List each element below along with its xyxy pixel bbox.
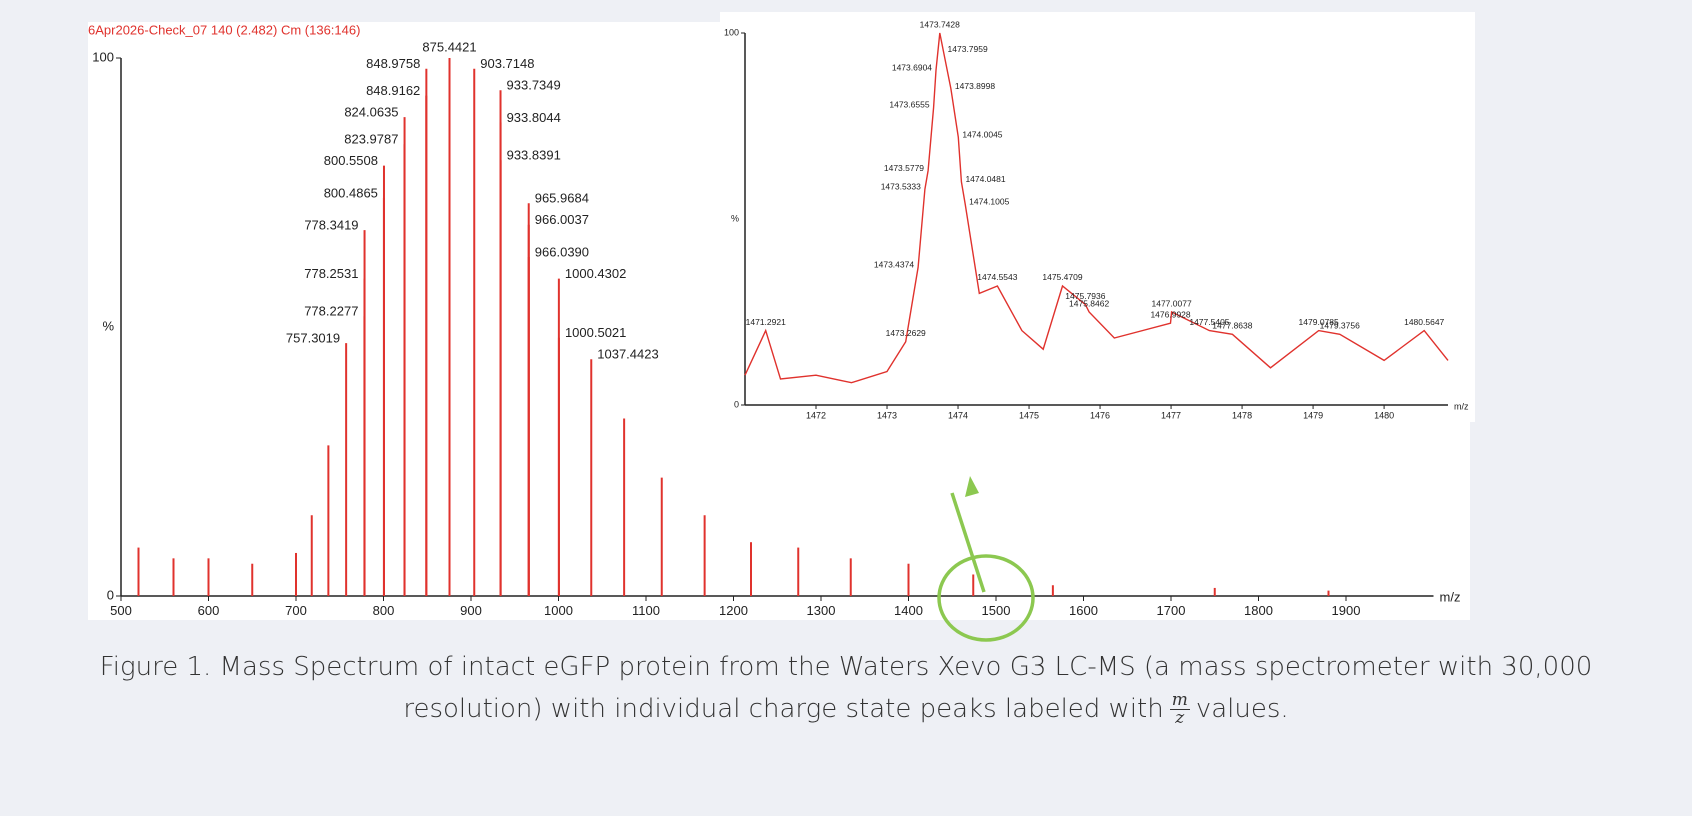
x-axis-label: m/z: [1440, 589, 1461, 604]
peak-label: 824.0635: [344, 105, 398, 120]
peak-label: 1477.5405: [1189, 317, 1229, 327]
inset-chart: 0 100% 1472 1473 1474 1475 1476 1477 1478 1479 148…: [724, 19, 1469, 420]
x-tick-label: 900: [460, 603, 482, 618]
peak-label: 1473.6904: [892, 62, 932, 72]
peak-label: 1477.0077: [1152, 298, 1192, 308]
peak-label: 1473.5779: [884, 163, 924, 173]
arrow-shaft: [950, 492, 986, 593]
peak-label: 1473.7959: [948, 44, 988, 54]
y-axis-label: %: [102, 318, 114, 333]
x-tick-label: 1300: [807, 603, 836, 618]
denominator: z: [1175, 708, 1185, 728]
x-tick-label: 1472: [806, 411, 826, 421]
main-chart: 6Apr2026-Check_07 140 (2.482) Cm (136:14…: [88, 22, 1460, 617]
peak-label: 1000.4302: [565, 266, 626, 281]
x-tick-label: 1800: [1244, 603, 1273, 618]
peak-label: 1000.5021: [565, 325, 626, 340]
x-tick-label: 1700: [1157, 603, 1186, 618]
peak-label: 966.0037: [535, 212, 589, 227]
peak-label: 1473.8998: [955, 81, 995, 91]
peak-label: 1474.1005: [969, 196, 1009, 206]
peak-label: 1473.4374: [874, 260, 914, 270]
peak-label: 933.7349: [507, 78, 561, 93]
peak-label: 800.4865: [324, 185, 378, 200]
peak-label: 1477.8638: [1212, 321, 1252, 331]
peak-label: 757.3019: [286, 331, 340, 346]
x-tick-label: 500: [110, 603, 132, 618]
peak-label: 778.2277: [304, 304, 358, 319]
x-tick-label: 1478: [1232, 411, 1252, 421]
chart-title: 6Apr2026-Check_07 140 (2.482) Cm (136:14…: [88, 22, 360, 37]
peak-label: 848.9758: [366, 56, 420, 71]
x-tick-label: 1479: [1303, 411, 1323, 421]
x-tick-label: 1474: [948, 411, 968, 421]
caption-line-2: resolution) with individual charge state…: [0, 692, 1692, 727]
peak-label: 933.8391: [507, 148, 561, 163]
peak-label: 778.2531: [304, 266, 358, 281]
peak-label: 1473.7428: [920, 19, 960, 29]
peak-label: 965.9684: [535, 191, 589, 206]
peak-label: 933.8044: [507, 110, 561, 125]
peak-label: 1479.0785: [1299, 317, 1339, 327]
x-tick-label: 1400: [894, 603, 923, 618]
profile-line: [744, 32, 1449, 384]
peak-label: 1473.5333: [881, 181, 921, 191]
x-tick-label: 1600: [1069, 603, 1098, 618]
peak-label: 1474.0481: [965, 174, 1005, 184]
arrow-head: [965, 476, 979, 497]
x-tick-label: 1000: [544, 603, 573, 618]
highlight-circle: [937, 554, 1035, 642]
peak-label: 903.7148: [480, 56, 534, 71]
x-tick-label: 1476: [1090, 411, 1110, 421]
x-tick-label: 600: [198, 603, 220, 618]
peak-label: 778.3419: [304, 218, 358, 233]
peak-label: 1475.4709: [1042, 272, 1082, 282]
peak-label: 1473.2629: [886, 328, 926, 338]
caption-text: resolution) with individual charge state…: [403, 694, 1164, 724]
x-axis-label: m/z: [1454, 401, 1469, 411]
peak-label: 1037.4423: [597, 347, 658, 362]
peak-label: 800.5508: [324, 153, 378, 168]
peak-label: 1471.2921: [746, 317, 786, 327]
y-tick-label: 100: [724, 27, 739, 37]
x-tick-label: 1477: [1161, 411, 1181, 421]
numerator: m: [1169, 690, 1190, 710]
peak-label: 848.9162: [366, 83, 420, 98]
x-tick-label: 1500: [982, 603, 1011, 618]
y-tick-label: 100: [92, 49, 114, 64]
x-tick-label: 1900: [1332, 603, 1361, 618]
peak-label: 1480.5647: [1404, 317, 1444, 327]
x-tick-label: 700: [285, 603, 307, 618]
peak-label: 823.9787: [344, 132, 398, 147]
peak-label: 1479.3756: [1320, 321, 1360, 331]
peak-label: 1474.0045: [962, 129, 1002, 139]
peak-label: 1476.9928: [1150, 309, 1190, 319]
caption-text: values.: [1195, 694, 1289, 724]
x-tick-label: 1475: [1019, 411, 1039, 421]
peak-label: 1475.7936: [1065, 291, 1105, 301]
peak-label: 1474.5543: [977, 272, 1017, 282]
peak-label: 875.4421: [422, 39, 476, 54]
x-tick-label: 1200: [719, 603, 748, 618]
peak-label: 966.0390: [535, 244, 589, 259]
x-tick-label: 1100: [632, 603, 660, 618]
x-tick-label: 800: [373, 603, 395, 618]
x-tick-label: 1480: [1374, 411, 1394, 421]
inset-panel: [720, 12, 1475, 422]
y-tick-label: 0: [107, 587, 114, 602]
peak-label: 1473.6555: [889, 100, 929, 110]
x-tick-label: 1473: [877, 411, 897, 421]
y-axis-label: %: [731, 213, 739, 223]
y-tick-label: 0: [734, 399, 739, 409]
caption-line-1: Figure 1. Mass Spectrum of intact eGFP p…: [99, 652, 1593, 682]
peak-label: 1475.8462: [1069, 298, 1109, 308]
